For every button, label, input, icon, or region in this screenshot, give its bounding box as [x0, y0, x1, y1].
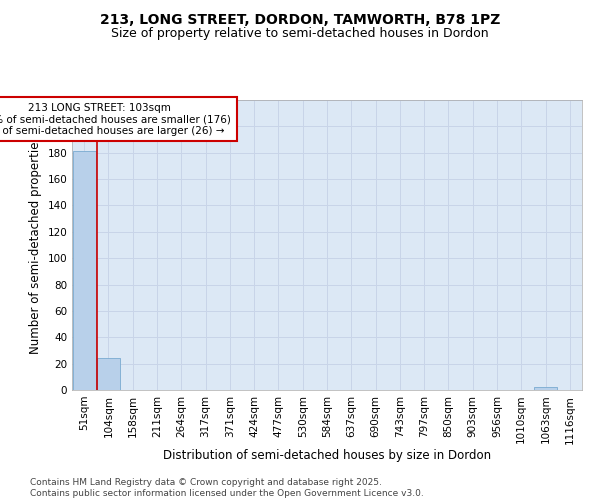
Y-axis label: Number of semi-detached properties: Number of semi-detached properties: [29, 136, 42, 354]
X-axis label: Distribution of semi-detached houses by size in Dordon: Distribution of semi-detached houses by …: [163, 449, 491, 462]
Text: Size of property relative to semi-detached houses in Dordon: Size of property relative to semi-detach…: [111, 28, 489, 40]
Bar: [73, 152, 95, 390]
Bar: [534, 388, 557, 390]
Text: 213 LONG STREET: 103sqm
← 86% of semi-detached houses are smaller (176)
13% of s: 213 LONG STREET: 103sqm ← 86% of semi-de…: [0, 102, 232, 136]
Bar: [97, 358, 120, 390]
Text: Contains HM Land Registry data © Crown copyright and database right 2025.
Contai: Contains HM Land Registry data © Crown c…: [30, 478, 424, 498]
Text: 213, LONG STREET, DORDON, TAMWORTH, B78 1PZ: 213, LONG STREET, DORDON, TAMWORTH, B78 …: [100, 12, 500, 26]
